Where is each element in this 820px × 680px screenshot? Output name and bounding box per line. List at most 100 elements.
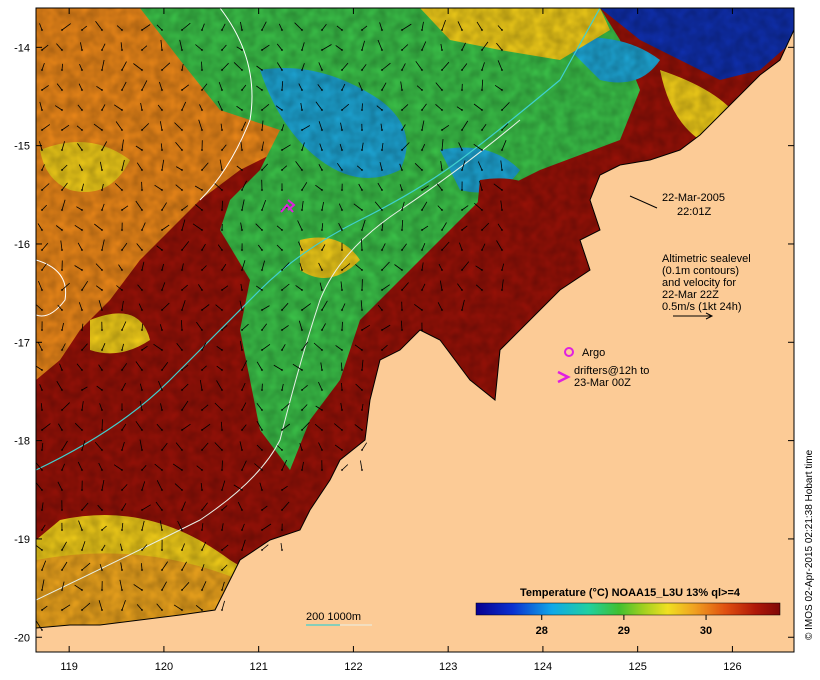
altimetry-line-5: 0.5m/s (1kt 24h) xyxy=(662,301,741,313)
velocity-arrow-base xyxy=(61,609,63,611)
velocity-arrow-base xyxy=(421,169,423,171)
velocity-arrow-base xyxy=(501,289,503,291)
velocity-arrow-base xyxy=(341,189,343,191)
altimetry-line-2: (0.1m contours) xyxy=(662,265,739,277)
velocity-arrow-base xyxy=(281,489,283,491)
velocity-arrow xyxy=(261,523,272,531)
velocity-arrow-base xyxy=(241,69,243,71)
velocity-arrow-base xyxy=(321,249,323,251)
velocity-arrow-base xyxy=(241,469,243,471)
velocity-arrow-base xyxy=(401,229,403,231)
velocity-arrow-base xyxy=(181,249,183,251)
velocity-arrow-base xyxy=(221,149,223,151)
velocity-arrow xyxy=(336,25,343,31)
velocity-arrow-base xyxy=(121,309,123,311)
bathymetry-label: 200 1000m xyxy=(306,611,361,623)
velocity-arrow-base xyxy=(81,449,83,451)
velocity-arrow xyxy=(256,420,263,431)
velocity-arrow xyxy=(181,501,186,511)
velocity-arrow-base xyxy=(101,429,103,431)
velocity-arrow xyxy=(321,323,326,331)
velocity-arrow xyxy=(441,222,447,231)
velocity-arrow xyxy=(116,285,123,291)
velocity-arrow-base xyxy=(121,509,123,511)
velocity-arrow-base xyxy=(441,189,443,191)
velocity-arrow xyxy=(458,142,463,151)
velocity-arrow xyxy=(81,386,88,391)
velocity-arrow-base xyxy=(221,129,223,131)
velocity-arrow-base xyxy=(281,189,283,191)
velocity-arrow-base xyxy=(481,209,483,211)
velocity-arrow-base xyxy=(101,269,103,271)
velocity-arrow xyxy=(141,563,143,571)
velocity-arrow-base xyxy=(161,369,163,371)
velocity-arrow-base xyxy=(301,369,303,371)
velocity-arrow-base xyxy=(221,169,223,171)
velocity-arrow xyxy=(301,461,304,471)
velocity-arrow xyxy=(497,60,503,71)
velocity-arrow-base xyxy=(121,369,123,371)
velocity-arrow xyxy=(99,403,103,411)
velocity-arrow xyxy=(98,462,103,471)
velocity-arrow xyxy=(136,604,143,611)
velocity-arrow-base xyxy=(181,269,183,271)
velocity-arrow xyxy=(181,101,187,111)
velocity-arrow xyxy=(301,63,305,71)
velocity-arrow-base xyxy=(321,49,323,51)
velocity-arrow xyxy=(421,201,428,211)
velocity-arrow-base xyxy=(201,169,203,171)
velocity-arrow-base xyxy=(221,549,223,551)
velocity-arrow xyxy=(161,442,168,451)
velocity-arrow-base xyxy=(241,509,243,511)
velocity-arrow-base xyxy=(201,549,203,551)
velocity-arrow xyxy=(236,46,243,51)
velocity-arrow-base xyxy=(161,309,163,311)
velocity-arrow xyxy=(41,164,45,171)
velocity-arrow-base xyxy=(121,249,123,251)
velocity-arrow xyxy=(461,225,468,231)
velocity-arrow xyxy=(281,485,288,491)
velocity-arrow xyxy=(121,81,127,91)
velocity-arrow xyxy=(57,304,63,311)
velocity-arrow-base xyxy=(381,149,383,151)
velocity-arrow xyxy=(199,104,203,111)
velocity-arrow xyxy=(101,544,106,551)
velocity-arrow-base xyxy=(81,549,83,551)
velocity-arrow-base xyxy=(161,569,163,571)
velocity-arrow xyxy=(141,323,144,331)
velocity-arrow-base xyxy=(341,429,343,431)
velocity-arrow-base xyxy=(141,329,143,331)
velocity-arrow-base xyxy=(341,109,343,111)
velocity-arrow-base xyxy=(421,309,423,311)
velocity-arrow xyxy=(318,121,323,131)
velocity-arrow xyxy=(141,504,151,511)
velocity-arrow-base xyxy=(101,169,103,171)
velocity-arrow-base xyxy=(401,189,403,191)
velocity-arrow xyxy=(461,299,465,311)
velocity-arrow-base xyxy=(121,609,123,611)
velocity-arrow xyxy=(41,605,48,611)
velocity-arrow-base xyxy=(421,29,423,31)
credit-text: © IMOS 02-Apr-2015 02:21:38 Hobart time xyxy=(804,449,815,640)
velocity-arrow-base xyxy=(221,609,223,611)
lat-tick-label: -20 xyxy=(14,632,30,644)
velocity-arrow xyxy=(401,142,410,151)
velocity-arrow-base xyxy=(41,569,43,571)
velocity-arrow-base xyxy=(261,249,263,251)
velocity-arrow-base xyxy=(421,69,423,71)
velocity-arrow xyxy=(341,464,349,471)
velocity-arrow-base xyxy=(261,89,263,91)
velocity-arrow-base xyxy=(61,589,63,591)
velocity-arrow-base xyxy=(141,189,143,191)
velocity-arrow-base xyxy=(281,449,283,451)
velocity-arrow xyxy=(301,341,308,351)
velocity-arrow-base xyxy=(321,369,323,371)
velocity-arrow-base xyxy=(201,229,203,231)
velocity-arrow xyxy=(320,362,323,371)
velocity-arrow xyxy=(438,263,443,271)
velocity-arrow xyxy=(416,85,423,91)
velocity-arrow xyxy=(175,184,183,191)
velocity-arrow-base xyxy=(461,69,463,71)
velocity-arrow-base xyxy=(381,289,383,291)
velocity-arrow xyxy=(98,300,103,311)
